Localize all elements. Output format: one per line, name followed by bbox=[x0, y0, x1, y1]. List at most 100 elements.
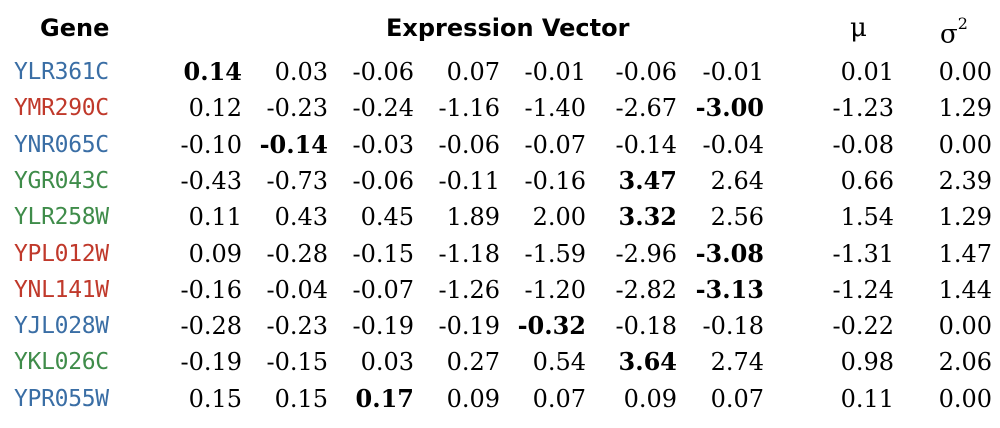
mean-value: -1.31 bbox=[832, 239, 894, 268]
table-row: YGR043C -0.43 -0.73 -0.06 -0.11 -0.16 3.47 2.64… bbox=[0, 163, 1000, 199]
expression-value: -0.24 bbox=[352, 94, 414, 123]
expression-value: 0.54 bbox=[532, 348, 586, 377]
expression-value: 2.00 bbox=[532, 203, 586, 232]
variance-value: 0.00 bbox=[938, 312, 992, 341]
mean-value: -1.23 bbox=[832, 94, 894, 123]
expression-value: 0.07 bbox=[446, 58, 500, 86]
expression-value: -0.23 bbox=[266, 94, 328, 123]
expression-value: 3.64 bbox=[618, 347, 677, 377]
expression-value: 0.03 bbox=[274, 58, 328, 86]
expression-value: 0.09 bbox=[188, 239, 242, 268]
expression-value: 0.15 bbox=[188, 384, 242, 413]
expression-value: -0.04 bbox=[702, 130, 764, 159]
variance-value: 0.00 bbox=[938, 130, 992, 159]
table-row: YMR290C 0.12 -0.23 -0.24 -1.16 -1.40 -2.67 -3.0… bbox=[0, 90, 1000, 126]
variance-value: 0.00 bbox=[938, 384, 992, 413]
expression-value: 0.09 bbox=[446, 384, 500, 413]
expression-value: -0.19 bbox=[352, 312, 414, 341]
expression-value: -2.96 bbox=[615, 239, 677, 268]
expression-value: 2.56 bbox=[710, 203, 764, 232]
expression-value: 0.03 bbox=[360, 348, 414, 377]
expression-value: 3.32 bbox=[618, 202, 677, 232]
expression-value: -2.67 bbox=[615, 94, 677, 123]
expression-value: 0.11 bbox=[188, 203, 242, 232]
header-sigma: σ bbox=[940, 19, 958, 50]
mean-value: 1.54 bbox=[840, 203, 894, 232]
mean-value: -1.24 bbox=[832, 275, 894, 304]
expression-value: -0.06 bbox=[352, 166, 414, 195]
expression-value: -0.43 bbox=[180, 166, 242, 195]
header-sigma-squared: σ2 bbox=[940, 10, 968, 53]
mean-value: -0.22 bbox=[832, 312, 894, 341]
table-row: YLR361C 0.14 0.03 -0.06 0.07 -0.01 -0.06 -0.01 0… bbox=[0, 54, 1000, 90]
table-row: YPR055W 0.15 0.15 0.17 0.09 0.07 0.09 0.07 0.11 0… bbox=[0, 381, 1000, 417]
expression-value: 0.07 bbox=[532, 384, 586, 413]
variance-value: 0.00 bbox=[938, 58, 992, 86]
expression-value: -1.20 bbox=[524, 275, 586, 304]
expression-value: -0.07 bbox=[352, 275, 414, 304]
mean-value: 0.11 bbox=[840, 384, 894, 413]
variance-value: 1.47 bbox=[938, 239, 992, 268]
expression-value: 0.12 bbox=[188, 94, 242, 123]
header-sigma-exponent: 2 bbox=[957, 14, 968, 33]
mean-value: 0.98 bbox=[840, 348, 894, 377]
expression-value: 2.74 bbox=[710, 348, 764, 377]
expression-value: -0.14 bbox=[259, 129, 328, 159]
expression-value: -1.40 bbox=[524, 94, 586, 123]
expression-value: -0.16 bbox=[524, 166, 586, 195]
expression-value: -0.01 bbox=[702, 58, 764, 86]
variance-value: 2.06 bbox=[938, 348, 992, 377]
variance-value: 1.29 bbox=[938, 203, 992, 232]
gene-name: YLR361C bbox=[14, 59, 109, 85]
table-row: YKL026C -0.19 -0.15 0.03 0.27 0.54 3.64 2.74 0.9… bbox=[0, 344, 1000, 380]
expression-value: -0.18 bbox=[615, 312, 677, 341]
expression-value: -0.16 bbox=[180, 275, 242, 304]
expression-value: -3.00 bbox=[695, 93, 764, 123]
gene-name: YNR065C bbox=[14, 131, 109, 158]
gene-name: YMR290C bbox=[14, 95, 109, 122]
expression-value: -0.18 bbox=[702, 312, 764, 341]
expression-value: -0.10 bbox=[180, 130, 242, 159]
expression-value: -0.28 bbox=[266, 239, 328, 268]
expression-value: 0.17 bbox=[355, 383, 414, 413]
expression-value: -0.03 bbox=[352, 130, 414, 159]
expression-value: 3.47 bbox=[618, 165, 677, 195]
expression-value: -0.06 bbox=[615, 58, 677, 86]
expression-value: -0.19 bbox=[180, 348, 242, 377]
expression-value: -1.26 bbox=[438, 275, 500, 304]
expression-value: -1.18 bbox=[438, 239, 500, 268]
expression-value: -0.14 bbox=[615, 130, 677, 159]
expression-value: -0.11 bbox=[438, 166, 500, 195]
expression-value: 0.43 bbox=[274, 203, 328, 232]
expression-value: -0.32 bbox=[517, 311, 586, 341]
expression-value: 0.27 bbox=[446, 348, 500, 377]
gene-name: YLR258W bbox=[14, 204, 109, 231]
expression-value: -0.15 bbox=[266, 348, 328, 377]
expression-value: 0.14 bbox=[183, 57, 242, 86]
variance-value: 1.29 bbox=[938, 94, 992, 123]
expression-value: -0.15 bbox=[352, 239, 414, 268]
expression-value: -2.82 bbox=[615, 275, 677, 304]
table-row: YJL028W -0.28 -0.23 -0.19 -0.19 -0.32 -0.18 -0.… bbox=[0, 308, 1000, 344]
header-gene: Gene bbox=[40, 14, 110, 42]
expression-value: -0.23 bbox=[266, 312, 328, 341]
header-mu: μ bbox=[850, 13, 867, 43]
expression-value: 1.89 bbox=[446, 203, 500, 232]
expression-value: -0.73 bbox=[266, 166, 328, 195]
expression-value: -3.13 bbox=[695, 274, 764, 304]
expression-value: -1.16 bbox=[438, 94, 500, 123]
table-row: YLR258W 0.11 0.43 0.45 1.89 2.00 3.32 2.56 1.54 1… bbox=[0, 199, 1000, 235]
table-row: YNL141W -0.16 -0.04 -0.07 -1.26 -1.20 -2.82 -3.… bbox=[0, 272, 1000, 308]
gene-name: YGR043C bbox=[14, 167, 109, 194]
expression-value: -0.07 bbox=[524, 130, 586, 159]
gene-name: YNL141W bbox=[14, 276, 109, 303]
table-row: YPL012W 0.09 -0.28 -0.15 -1.18 -1.59 -2.96 -3.0… bbox=[0, 236, 1000, 272]
expression-value: -0.28 bbox=[180, 312, 242, 341]
expression-value: -0.06 bbox=[352, 58, 414, 86]
gene-name: YJL028W bbox=[14, 313, 109, 340]
gene-name: YPR055W bbox=[14, 385, 109, 412]
expression-value: -1.59 bbox=[524, 239, 586, 268]
table-row: YNR065C -0.10 -0.14 -0.03 -0.06 -0.07 -0.14 -0.… bbox=[0, 127, 1000, 163]
variance-value: 2.39 bbox=[938, 166, 992, 195]
